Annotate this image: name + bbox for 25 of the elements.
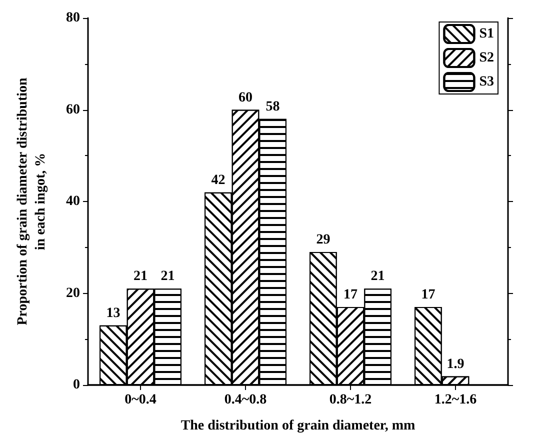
- data-label: 1.9: [446, 356, 464, 372]
- data-label: 17: [421, 288, 436, 303]
- x-tick-label: 0~0.4: [124, 392, 156, 408]
- x-tick-label: 0.4~0.8: [224, 392, 267, 408]
- legend-label: S2: [479, 50, 494, 66]
- x-axis-title: The distribution of grain diameter, mm: [180, 418, 416, 434]
- data-label: 13: [106, 306, 120, 321]
- y-axis-title: Proportion of grain diameter distribution in each ingot, %: [16, 77, 48, 326]
- y-tick-label: 20: [66, 286, 80, 301]
- y-tick-label: 80: [66, 10, 80, 26]
- y-tick-label: 40: [66, 194, 80, 209]
- data-label: 29: [316, 232, 330, 248]
- data-label: 21: [134, 269, 148, 284]
- y-tick-label: 0: [73, 378, 80, 392]
- x-tick-label: 0.8~1.2: [329, 392, 372, 408]
- data-label: 58: [266, 99, 280, 114]
- data-label: 21: [160, 269, 175, 284]
- legend-label: S1: [479, 26, 494, 42]
- y-tick-label: 60: [66, 102, 80, 118]
- data-label: 42: [211, 172, 226, 188]
- legend-label: S3: [479, 74, 494, 90]
- x-tick-label: 1.2~1.6: [434, 392, 477, 408]
- data-label: 21: [370, 269, 385, 284]
- data-label: 60: [238, 90, 252, 106]
- data-label: 17: [344, 288, 358, 303]
